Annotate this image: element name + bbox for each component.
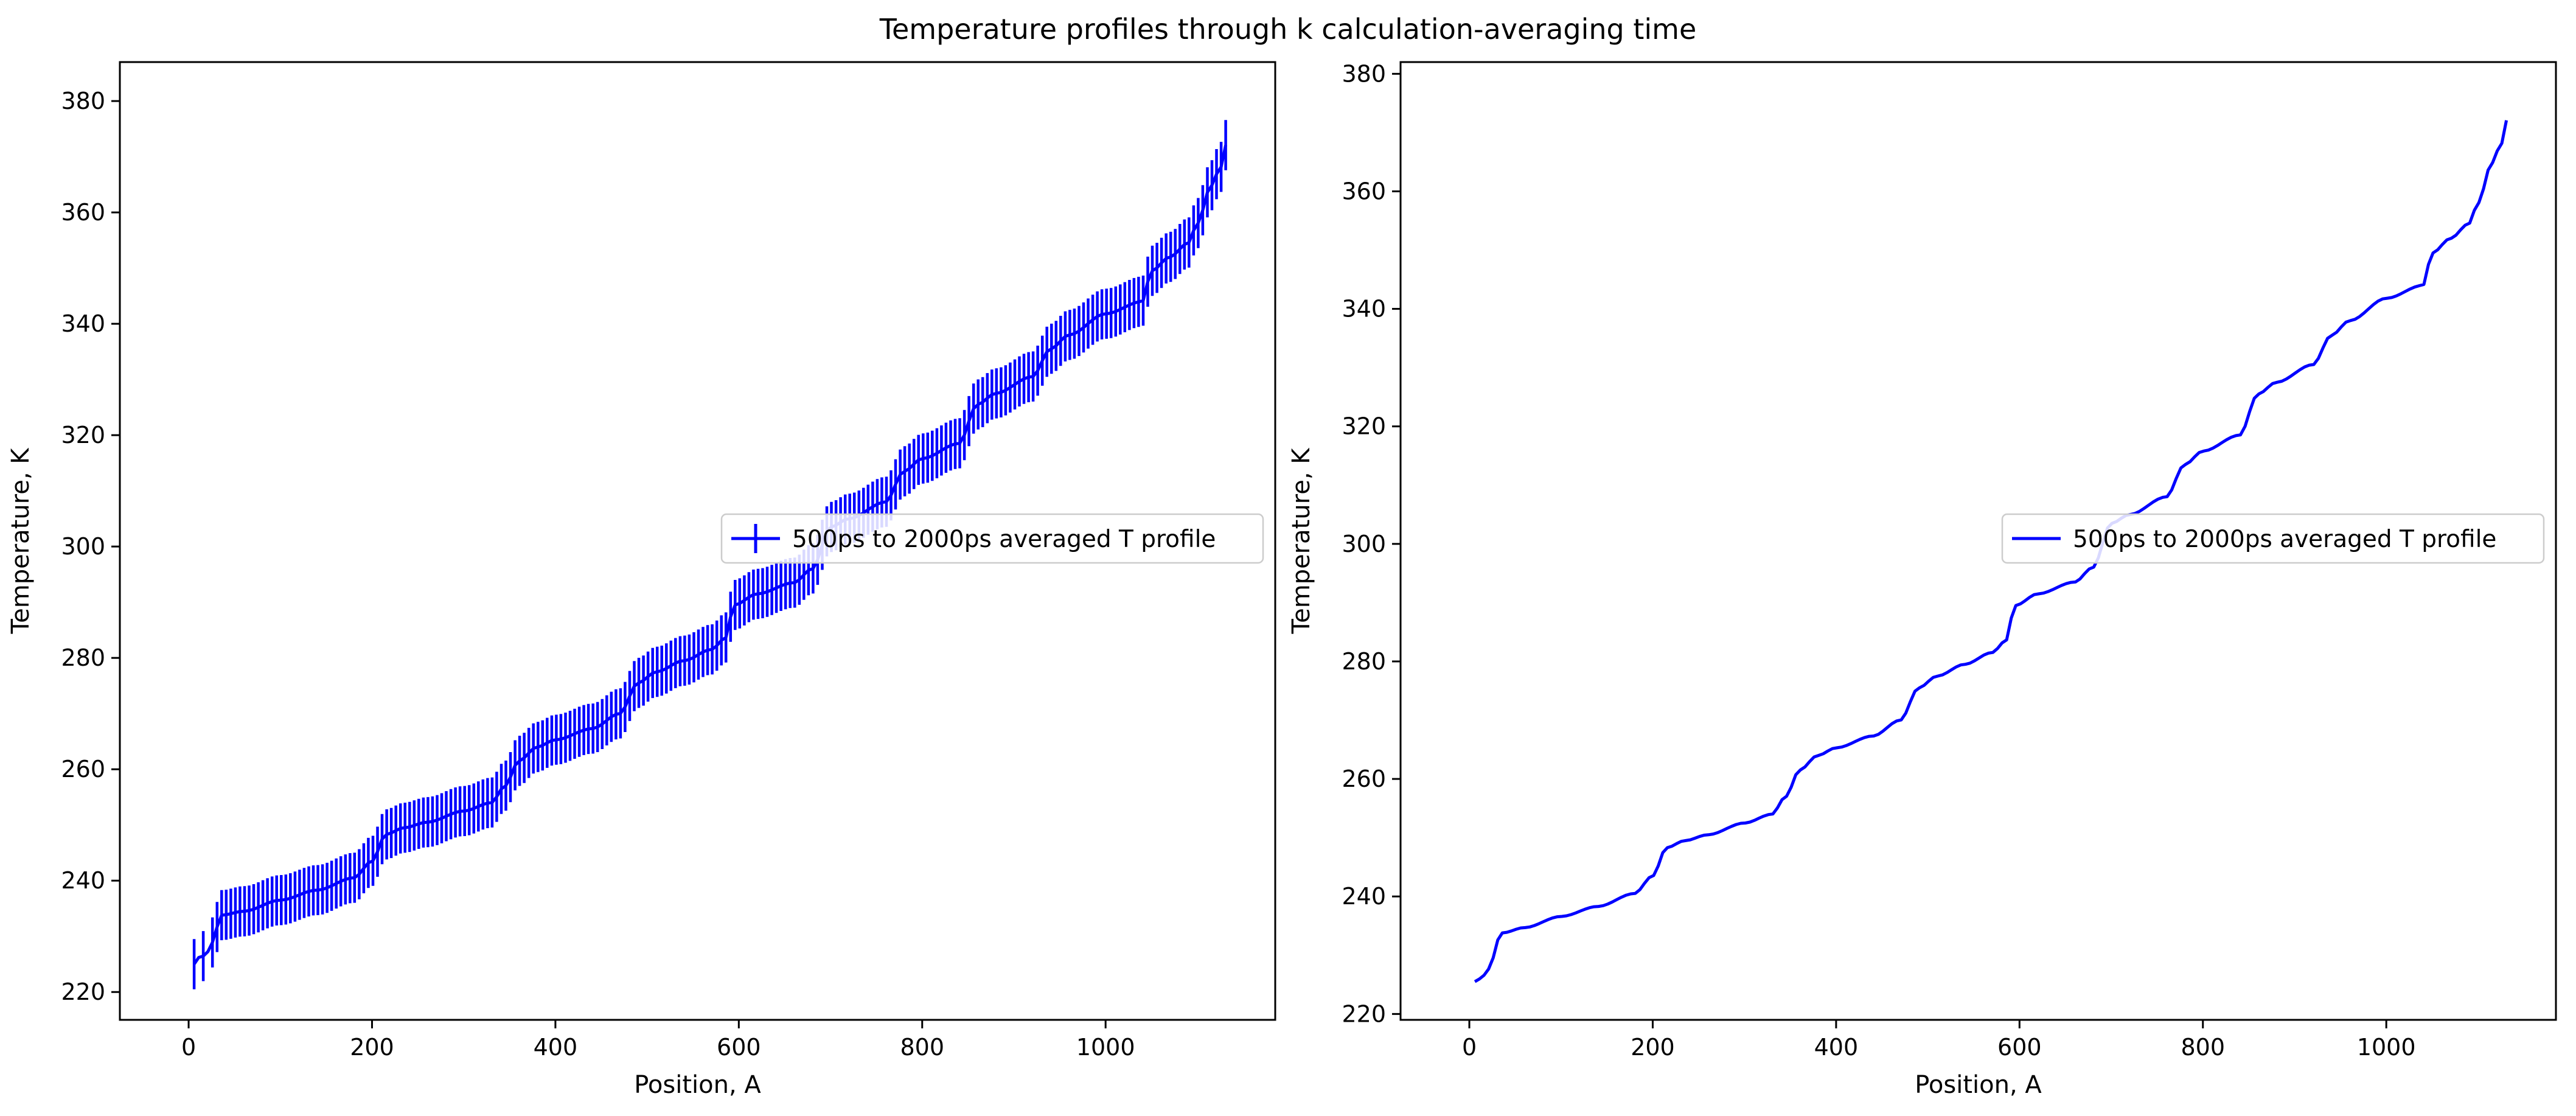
x-tick-label: 600	[1997, 1034, 2042, 1061]
legend-label: 500ps to 2000ps averaged T profile	[792, 526, 1216, 553]
x-tick-label: 400	[534, 1034, 578, 1061]
y-tick-label: 380	[61, 88, 105, 114]
y-tick-label: 300	[1342, 531, 1386, 557]
y-tick-label: 340	[1342, 296, 1386, 323]
y-tick-label: 320	[61, 422, 105, 448]
y-tick-label: 260	[61, 756, 105, 783]
y-tick-label: 300	[61, 533, 105, 560]
axes-frame	[119, 61, 1276, 1021]
y-tick-label: 240	[1342, 883, 1386, 910]
x-axis-label: Position, A	[1915, 1071, 2042, 1099]
y-tick-label: 380	[1342, 60, 1386, 87]
x-tick-label: 1000	[2357, 1034, 2416, 1061]
x-tick-label: 1000	[1076, 1034, 1135, 1061]
x-axis-label: Position, A	[634, 1071, 761, 1099]
y-tick-label: 220	[1342, 1000, 1386, 1027]
x-tick-label: 200	[1631, 1034, 1675, 1061]
y-tick-label: 360	[1342, 178, 1386, 204]
axes-frame	[1399, 61, 2557, 1021]
y-axis-label: Temperature, K	[7, 447, 35, 635]
legend-frame	[2001, 513, 2545, 564]
y-axis-label: Temperature, K	[1287, 447, 1315, 635]
y-tick-label: 240	[61, 867, 105, 894]
series-line	[193, 144, 1228, 965]
legend: 500ps to 2000ps averaged T profile	[2001, 513, 2545, 564]
x-tick-label: 800	[900, 1034, 944, 1061]
y-tick-label: 280	[1342, 648, 1386, 675]
chart-left: 0 200 400 600 800 1000 220 240 260 280 300 320 340 36…	[7, 61, 1276, 1099]
chart-right: 0 200 400 600 800 1000 220 240 260 280 300 320 340 36…	[1287, 60, 2557, 1099]
y-tick-label: 260	[1342, 766, 1386, 792]
y-tick-label: 340	[61, 310, 105, 337]
x-tick-label: 200	[350, 1034, 394, 1061]
series-line	[1474, 120, 2508, 983]
x-tick-label: 400	[1814, 1034, 1859, 1061]
x-tick-label: 800	[2181, 1034, 2225, 1061]
figure-suptitle: Temperature profiles through k calculati…	[879, 13, 1697, 46]
legend: 500ps to 2000ps averaged T profile	[720, 513, 1264, 564]
y-tick-label: 220	[61, 978, 105, 1005]
plot-area	[1474, 120, 2508, 983]
legend-frame	[720, 513, 1264, 564]
x-tick-label: 0	[1462, 1034, 1477, 1061]
x-tick-label: 600	[717, 1034, 761, 1061]
y-tick-label: 320	[1342, 413, 1386, 440]
x-tick-label: 0	[181, 1034, 196, 1061]
y-tick-label: 360	[61, 199, 105, 226]
y-tick-label: 280	[61, 644, 105, 671]
legend-label: 500ps to 2000ps averaged T profile	[2073, 526, 2496, 553]
